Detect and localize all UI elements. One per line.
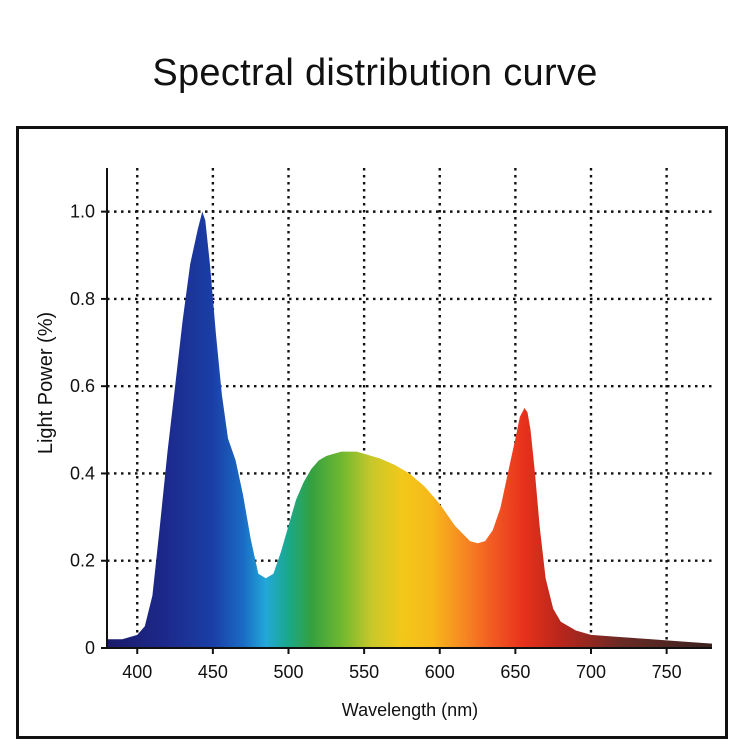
x-tick-label: 600 xyxy=(425,662,455,682)
y-axis: 0 0.2 0.4 0.6 0.8 1.0 xyxy=(70,202,107,658)
x-tick-label: 400 xyxy=(122,662,152,682)
chart-frame xyxy=(16,126,728,739)
x-axis-label: Wavelength (nm) xyxy=(342,700,478,720)
y-tick-label: 0.8 xyxy=(70,289,95,309)
y-tick-label: 1.0 xyxy=(70,202,95,222)
x-tick-label: 700 xyxy=(576,662,606,682)
y-tick-label: 0 xyxy=(85,638,95,658)
spectrum-area xyxy=(107,211,712,648)
plot-border xyxy=(106,168,712,649)
x-axis: 400 450 500 550 600 650 700 750 xyxy=(122,648,682,682)
x-tick-label: 450 xyxy=(198,662,228,682)
y-tick-label: 0.6 xyxy=(70,376,95,396)
chart-title: Spectral distribution curve xyxy=(152,52,598,94)
x-tick-label: 650 xyxy=(500,662,530,682)
y-tick-label: 0.2 xyxy=(70,551,95,571)
x-tick-label: 550 xyxy=(349,662,379,682)
x-tick-label: 750 xyxy=(652,662,682,682)
y-axis-label: Light Power (%) xyxy=(35,312,57,454)
y-tick-label: 0.4 xyxy=(70,463,95,483)
x-tick-label: 500 xyxy=(273,662,303,682)
